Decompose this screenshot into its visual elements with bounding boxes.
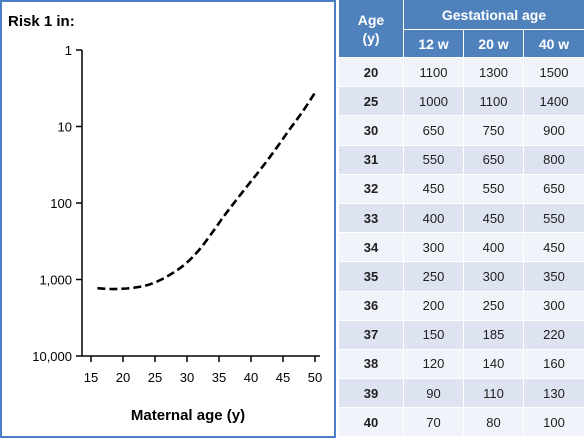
age-cell: 25 <box>339 87 404 117</box>
table-row: 36 200 250 300 <box>339 291 584 321</box>
age-cell: 35 <box>339 262 404 292</box>
age-cell: 38 <box>339 349 404 380</box>
risk-value-cell: 450 <box>524 233 584 263</box>
y-tick-label: 1,000 <box>39 273 72 288</box>
risk-value-cell: 185 <box>464 320 524 350</box>
risk-value-cell: 1100 <box>464 87 524 117</box>
risk-value-cell: 300 <box>524 291 584 321</box>
x-tick-group: 15 20 25 30 35 40 45 50 <box>84 356 322 385</box>
table-row: 35 250 300 350 <box>339 262 584 292</box>
age-cell: 40 <box>339 408 404 438</box>
risk-value-cell: 300 <box>464 262 524 292</box>
y-tick-label: 10,000 <box>32 349 72 364</box>
table-row: 34 300 400 450 <box>339 233 584 263</box>
x-tick-label: 25 <box>148 370 162 385</box>
x-tick-label: 15 <box>84 370 98 385</box>
age-cell: 20 <box>339 58 404 88</box>
risk-value-cell: 250 <box>464 291 524 321</box>
risk-value-cell: 350 <box>524 262 584 292</box>
risk-value-cell: 650 <box>524 174 584 204</box>
risk-value-cell: 1300 <box>464 58 524 88</box>
age-cell: 34 <box>339 233 404 263</box>
column-header: 20 w <box>464 30 524 58</box>
age-cell: 30 <box>339 116 404 146</box>
risk-value-cell: 140 <box>464 349 524 380</box>
x-tick-label: 50 <box>308 370 322 385</box>
risk-value-cell: 550 <box>524 203 584 234</box>
table-row: 25 1000 1100 1400 <box>339 87 584 117</box>
age-cell: 33 <box>339 203 404 234</box>
x-tick-label: 20 <box>116 370 130 385</box>
risk-series-line <box>97 91 317 291</box>
risk-value-cell: 200 <box>404 291 464 321</box>
risk-value-cell: 650 <box>404 116 464 146</box>
risk-value-cell: 800 <box>524 145 584 175</box>
risk-value-cell: 110 <box>464 379 524 409</box>
x-axis-title: Maternal age (y) <box>131 407 245 424</box>
risk-value-cell: 450 <box>404 174 464 204</box>
risk-value-cell: 400 <box>404 203 464 234</box>
risk-value-cell: 900 <box>524 116 584 146</box>
x-tick-label: 30 <box>180 370 194 385</box>
table-row: 31 550 650 800 <box>339 145 584 175</box>
risk-value-cell: 250 <box>404 262 464 292</box>
risk-value-cell: 300 <box>404 233 464 263</box>
age-cell: 37 <box>339 320 404 350</box>
table-row: 38 120 140 160 <box>339 349 584 380</box>
risk-value-cell: 90 <box>404 379 464 409</box>
age-cell: 32 <box>339 174 404 204</box>
risk-chart: Risk 1 in: 1 10 100 1,000 10,000 15 20 25 30 35 4… <box>8 13 322 424</box>
age-header: Age (y) <box>339 0 404 58</box>
y-tick-label: 100 <box>50 196 72 211</box>
column-header: 40 w <box>524 30 584 58</box>
column-header: 12 w <box>404 30 464 58</box>
y-axis-title: Risk 1 in: <box>8 13 75 30</box>
risk-value-cell: 400 <box>464 233 524 263</box>
age-cell: 31 <box>339 145 404 175</box>
risk-table: Age (y) Gestational age 12 w 20 w 40 w 20 1… <box>339 0 584 438</box>
column-header-row: 12 w 20 w 40 w <box>339 30 584 58</box>
y-tick-label: 10 <box>58 120 72 135</box>
table-row: 39 90 110 130 <box>339 379 584 409</box>
y-tick-group: 1 10 100 1,000 10,000 <box>32 43 82 364</box>
table-row: 20 1100 1300 1500 <box>339 58 584 88</box>
table-row: 33 400 450 550 <box>339 203 584 234</box>
risk-value-cell: 1100 <box>404 58 464 88</box>
risk-value-cell: 1500 <box>524 58 584 88</box>
risk-value-cell: 130 <box>524 379 584 409</box>
risk-value-cell: 120 <box>404 349 464 380</box>
age-cell: 36 <box>339 291 404 321</box>
table-row: 37 150 185 220 <box>339 320 584 350</box>
risk-value-cell: 450 <box>464 203 524 234</box>
risk-value-cell: 70 <box>404 408 464 438</box>
x-tick-label: 45 <box>276 370 290 385</box>
x-tick-label: 35 <box>212 370 226 385</box>
risk-value-cell: 1400 <box>524 87 584 117</box>
y-tick-label: 1 <box>65 43 72 58</box>
table-row: 30 650 750 900 <box>339 116 584 146</box>
risk-value-cell: 750 <box>464 116 524 146</box>
risk-value-cell: 160 <box>524 349 584 380</box>
risk-table-panel: Age (y) Gestational age 12 w 20 w 40 w 20 1… <box>339 0 584 438</box>
risk-value-cell: 150 <box>404 320 464 350</box>
risk-chart-panel: Risk 1 in: 1 10 100 1,000 10,000 15 20 25 30 35 4… <box>0 0 336 438</box>
risk-value-cell: 550 <box>404 145 464 175</box>
x-tick-label: 40 <box>244 370 258 385</box>
age-header-label: Age (y) <box>357 11 385 46</box>
risk-value-cell: 650 <box>464 145 524 175</box>
age-cell: 39 <box>339 379 404 409</box>
table-row: 32 450 550 650 <box>339 174 584 204</box>
risk-value-cell: 220 <box>524 320 584 350</box>
table-row: 40 70 80 100 <box>339 408 584 438</box>
risk-value-cell: 100 <box>524 408 584 438</box>
risk-value-cell: 80 <box>464 408 524 438</box>
gestational-age-header: Gestational age <box>404 0 584 30</box>
table-body: 20 1100 1300 1500 25 1000 1100 1400 30 650 750 900 3… <box>339 58 584 438</box>
risk-value-cell: 550 <box>464 174 524 204</box>
risk-value-cell: 1000 <box>404 87 464 117</box>
